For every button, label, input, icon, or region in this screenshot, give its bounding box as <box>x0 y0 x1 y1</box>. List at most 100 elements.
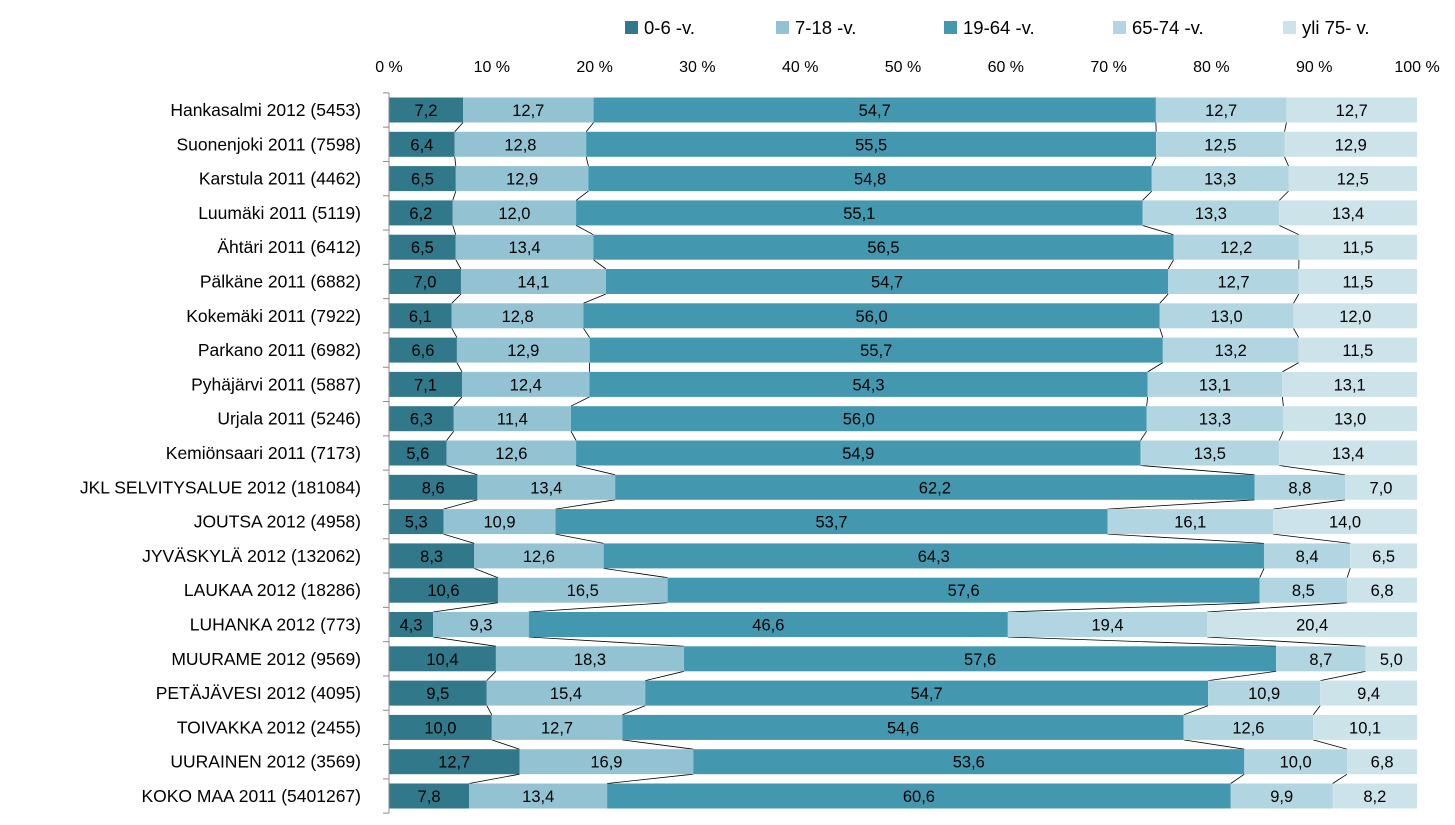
data-label: 54,7 <box>871 274 903 292</box>
data-label: 7,0 <box>414 274 437 292</box>
series-line <box>443 533 475 544</box>
series-line <box>443 499 478 510</box>
category-label: JOUTSA 2012 (4958) <box>194 512 361 532</box>
series-line <box>1284 122 1287 132</box>
series-line <box>1284 156 1289 167</box>
data-label: 12,7 <box>512 102 544 120</box>
series-line <box>1278 190 1289 201</box>
series-lines <box>433 122 1366 784</box>
series-line <box>583 293 607 304</box>
data-label: 16,5 <box>567 582 599 600</box>
x-tick-label: 100 % <box>1394 59 1439 76</box>
series-line <box>1208 670 1277 681</box>
data-label: 12,2 <box>1220 239 1252 257</box>
series-line <box>446 465 478 476</box>
data-label: 54,3 <box>852 376 884 394</box>
data-label: 10,9 <box>483 514 515 532</box>
series-line <box>1007 636 1277 647</box>
bar-segment <box>1162 337 1299 363</box>
data-label: 53,7 <box>815 514 847 532</box>
series-line <box>1142 190 1153 201</box>
series-line <box>454 156 457 167</box>
series-line <box>1140 465 1255 476</box>
bar-segment <box>460 269 606 294</box>
bar-segment <box>1159 303 1294 329</box>
series-line <box>1207 636 1366 647</box>
category-label: Hankasalmi 2012 (5453) <box>170 100 361 120</box>
bar-segment <box>1320 680 1417 706</box>
legend-label: 19-64 -v. <box>963 17 1035 38</box>
category-label: LUHANKA 2012 (773) <box>190 615 361 635</box>
data-label: 5,3 <box>405 514 428 532</box>
data-label: 6,6 <box>411 342 434 360</box>
series-line <box>622 739 694 750</box>
data-label: 14,1 <box>517 274 549 292</box>
data-label: 10,1 <box>1349 719 1381 737</box>
bar-segment <box>1007 612 1208 637</box>
bar-segment <box>622 714 1184 740</box>
bar-segment <box>389 612 434 637</box>
data-label: 8,3 <box>420 548 443 566</box>
legend: 0-6 -v. 7-18 -v. 19-64 -v. 65-74 -v. yli 75-… <box>625 17 1370 38</box>
bar-segment <box>1147 371 1283 397</box>
bar-segment <box>1283 406 1417 432</box>
bar-segment <box>1282 371 1417 397</box>
y-axis <box>383 92 390 814</box>
x-tick-label: 10 % <box>474 59 510 76</box>
series-line <box>491 739 520 750</box>
series-line <box>528 636 685 647</box>
data-label: 13,3 <box>1204 171 1236 189</box>
series-line <box>453 396 463 407</box>
bar-segment <box>495 646 685 672</box>
data-label: 56,0 <box>843 411 875 429</box>
bar-segment <box>1140 440 1280 466</box>
bar-segment <box>486 680 646 706</box>
bar-segment <box>1288 166 1417 192</box>
series-line <box>446 430 455 441</box>
series-line <box>1332 773 1348 784</box>
series-line <box>1273 533 1351 544</box>
category-label: JKL SELVITYSALUE 2012 (181084) <box>80 477 361 497</box>
data-label: 11,5 <box>1342 274 1373 292</box>
bar-segment <box>519 749 694 775</box>
series-line <box>1279 465 1346 476</box>
data-label: 6,3 <box>410 411 433 429</box>
data-label: 62,2 <box>919 479 951 497</box>
bar-segment <box>389 474 478 500</box>
data-label: 57,6 <box>964 651 996 669</box>
bar-segment <box>1286 97 1417 123</box>
bar-segment <box>1208 680 1321 706</box>
category-label: KOKO MAA 2011 (5401267) <box>141 786 361 806</box>
series-line <box>1146 396 1149 407</box>
category-label: LAUKAA 2012 (18286) <box>184 580 361 600</box>
data-label: 6,5 <box>411 239 434 257</box>
series-line <box>570 431 577 441</box>
bar-segment <box>389 131 455 157</box>
data-label: 6,4 <box>410 136 433 154</box>
data-label: 4,3 <box>400 617 423 635</box>
bar-segment <box>389 646 496 672</box>
data-label: 5,0 <box>1380 651 1403 669</box>
legend-label: yli 75- v. <box>1302 17 1370 38</box>
data-label: 13,5 <box>1194 445 1226 463</box>
legend-swatch <box>776 21 789 34</box>
data-label: 54,9 <box>842 445 874 463</box>
data-label: 6,1 <box>409 308 432 326</box>
bar-segment <box>1365 646 1417 672</box>
series-line <box>1107 499 1255 510</box>
category-label: Suonenjoki 2011 (7598) <box>176 134 361 154</box>
data-label: 13,4 <box>1332 445 1364 463</box>
bar-segment <box>593 234 1174 260</box>
bar-segment <box>1146 406 1284 432</box>
data-label: 13,4 <box>530 479 562 497</box>
series-line <box>1312 705 1321 716</box>
series-line <box>451 328 458 338</box>
data-label: 6,8 <box>1371 582 1394 600</box>
data-label: 6,2 <box>409 205 432 223</box>
category-label: UURAINEN 2012 (3569) <box>170 752 361 772</box>
data-label: 12,7 <box>1205 102 1237 120</box>
data-label: 13,4 <box>522 788 554 806</box>
series-line <box>1007 602 1260 613</box>
data-label: 7,2 <box>415 102 438 120</box>
category-label: PETÄJÄVESI 2012 (4095) <box>156 683 361 703</box>
